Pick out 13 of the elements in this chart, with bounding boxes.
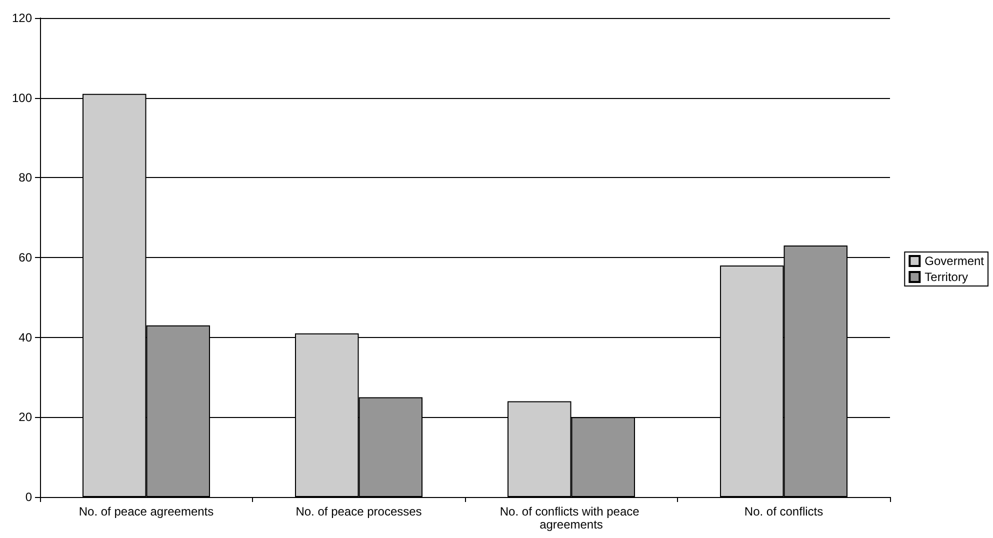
- y-tick-label: 100: [12, 90, 32, 105]
- legend-label: Goverment: [924, 254, 985, 268]
- x-tick-label: No. of peace agreements: [78, 504, 214, 518]
- y-tick-label: 40: [18, 330, 32, 344]
- legend-label: Territory: [924, 270, 968, 284]
- x-tick-label: No. of peace processes: [296, 504, 422, 518]
- y-tick-label: 0: [25, 490, 32, 504]
- y-tick-label: 20: [18, 410, 32, 424]
- y-tick-label: 60: [18, 250, 32, 264]
- x-tick-label: No. of conflicts: [744, 504, 824, 518]
- y-tick-label: 80: [18, 170, 32, 185]
- y-tick-label: 120: [12, 11, 32, 25]
- x-tick-label: No. of conflicts with peace agreements: [500, 504, 643, 532]
